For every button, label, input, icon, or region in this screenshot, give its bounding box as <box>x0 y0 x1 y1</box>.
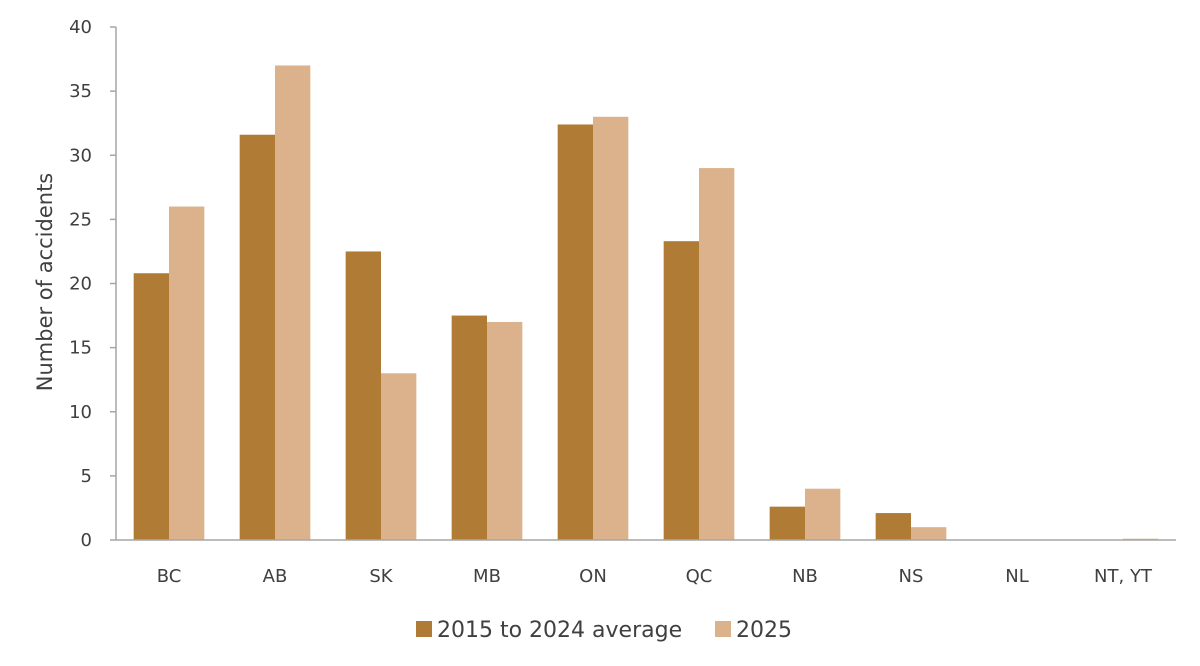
y-tick-label: 10 <box>69 402 92 423</box>
bar-2025-on <box>593 116 629 541</box>
bar-2025-bc <box>169 206 205 541</box>
bar-2025-sk <box>381 373 417 540</box>
x-axis-labels: BC AB SK MB ON QC NB NS NL NT, YT <box>157 566 1153 587</box>
y-tick-label: 20 <box>69 274 92 295</box>
x-tick-label: NL <box>1005 566 1029 587</box>
x-tick-label: MB <box>473 566 501 587</box>
bar-average-qc <box>663 241 699 541</box>
x-tick-label: ON <box>579 566 607 587</box>
bar-2025-mb <box>487 321 523 540</box>
bar-2025-nb <box>805 488 841 540</box>
y-tick-label: 35 <box>69 81 92 102</box>
bars-group <box>133 65 1159 541</box>
x-tick-label: NS <box>899 566 924 587</box>
bar-average-sk <box>345 251 381 540</box>
y-axis-title: Number of accidents <box>33 173 57 391</box>
x-tick-label: QC <box>686 566 713 587</box>
x-tick-label: NB <box>792 566 818 587</box>
x-tick-label: BC <box>157 566 182 587</box>
bar-average-ab <box>239 134 275 541</box>
x-tick-label: SK <box>369 566 393 587</box>
legend: 2015 to 2024 average 2025 <box>416 618 792 643</box>
bar-2025-ns <box>911 527 947 540</box>
x-tick-label: AB <box>263 566 288 587</box>
legend-swatch-average <box>416 621 432 637</box>
y-tick-label: 40 <box>69 17 92 38</box>
legend-label-average: 2015 to 2024 average <box>437 618 682 643</box>
legend-swatch-2025 <box>715 621 731 637</box>
y-tick-label: 0 <box>81 530 92 551</box>
y-tick-label: 15 <box>69 338 92 359</box>
bar-2025-qc <box>699 168 735 540</box>
y-tick-label: 30 <box>69 145 92 166</box>
bar-average-on <box>557 124 593 540</box>
y-tick-label: 25 <box>69 209 92 230</box>
bar-average-ns <box>875 513 911 540</box>
bar-average-mb <box>451 315 487 540</box>
x-tick-label: NT, YT <box>1094 566 1153 587</box>
bar-average-bc <box>133 273 169 540</box>
y-axis-ticks: 0 5 10 15 20 25 30 35 40 <box>69 17 116 551</box>
legend-label-2025: 2025 <box>736 618 792 643</box>
bar-average-nb <box>769 506 805 540</box>
y-tick-label: 5 <box>81 466 92 487</box>
bar-2025-ab <box>275 65 311 540</box>
